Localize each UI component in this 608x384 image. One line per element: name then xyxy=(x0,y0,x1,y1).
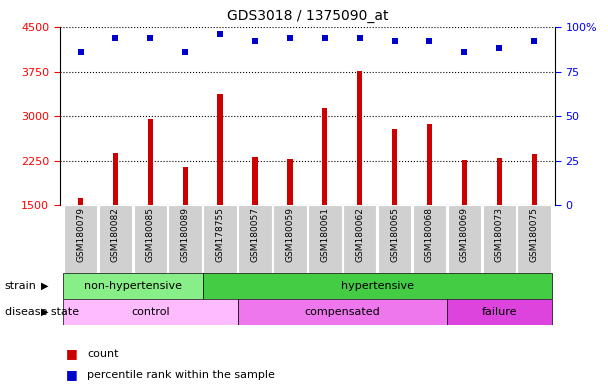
Bar xyxy=(252,157,258,205)
Text: disease state: disease state xyxy=(5,307,79,317)
Text: GSM180089: GSM180089 xyxy=(181,207,190,262)
Text: strain: strain xyxy=(5,281,36,291)
Bar xyxy=(447,205,481,273)
Text: GSM180057: GSM180057 xyxy=(250,207,260,262)
Bar xyxy=(238,299,447,325)
Bar xyxy=(413,205,446,273)
Bar xyxy=(378,205,412,273)
Text: GSM180065: GSM180065 xyxy=(390,207,399,262)
Bar xyxy=(182,167,188,205)
Bar xyxy=(461,160,467,205)
Text: GSM180061: GSM180061 xyxy=(320,207,330,262)
Bar xyxy=(357,71,362,205)
Bar xyxy=(78,198,83,205)
Bar xyxy=(98,205,132,273)
Bar xyxy=(483,205,516,273)
Bar xyxy=(202,273,551,299)
Text: GSM180069: GSM180069 xyxy=(460,207,469,262)
Bar xyxy=(134,205,167,273)
Bar xyxy=(218,94,223,205)
Bar xyxy=(238,205,272,273)
Text: compensated: compensated xyxy=(305,307,380,317)
Text: GSM180059: GSM180059 xyxy=(285,207,294,262)
Text: control: control xyxy=(131,307,170,317)
Text: percentile rank within the sample: percentile rank within the sample xyxy=(87,370,275,380)
Bar xyxy=(427,124,432,205)
Text: GSM180085: GSM180085 xyxy=(146,207,155,262)
Text: GSM180082: GSM180082 xyxy=(111,207,120,262)
Bar xyxy=(148,119,153,205)
Text: ▶: ▶ xyxy=(41,307,48,317)
Text: GSM180068: GSM180068 xyxy=(425,207,434,262)
Text: failure: failure xyxy=(482,307,517,317)
Text: non-hypertensive: non-hypertensive xyxy=(84,281,182,291)
Bar xyxy=(517,205,551,273)
Bar xyxy=(322,108,328,205)
Text: GSM180075: GSM180075 xyxy=(530,207,539,262)
Bar xyxy=(343,205,376,273)
Bar xyxy=(203,205,237,273)
Bar xyxy=(63,299,238,325)
Bar xyxy=(447,299,551,325)
Bar xyxy=(64,205,97,273)
Text: GSM180073: GSM180073 xyxy=(495,207,504,262)
Text: GSM180062: GSM180062 xyxy=(355,207,364,262)
Text: GSM178755: GSM178755 xyxy=(216,207,224,262)
Bar xyxy=(308,205,342,273)
Title: GDS3018 / 1375090_at: GDS3018 / 1375090_at xyxy=(227,9,388,23)
Text: hypertensive: hypertensive xyxy=(340,281,413,291)
Text: ■: ■ xyxy=(66,368,77,381)
Text: GSM180079: GSM180079 xyxy=(76,207,85,262)
Bar xyxy=(392,129,397,205)
Bar xyxy=(113,153,118,205)
Bar xyxy=(63,273,202,299)
Text: ■: ■ xyxy=(66,347,77,360)
Bar xyxy=(287,159,292,205)
Text: count: count xyxy=(87,349,119,359)
Text: ▶: ▶ xyxy=(41,281,48,291)
Bar xyxy=(168,205,202,273)
Bar xyxy=(497,158,502,205)
Bar xyxy=(273,205,306,273)
Bar xyxy=(531,154,537,205)
